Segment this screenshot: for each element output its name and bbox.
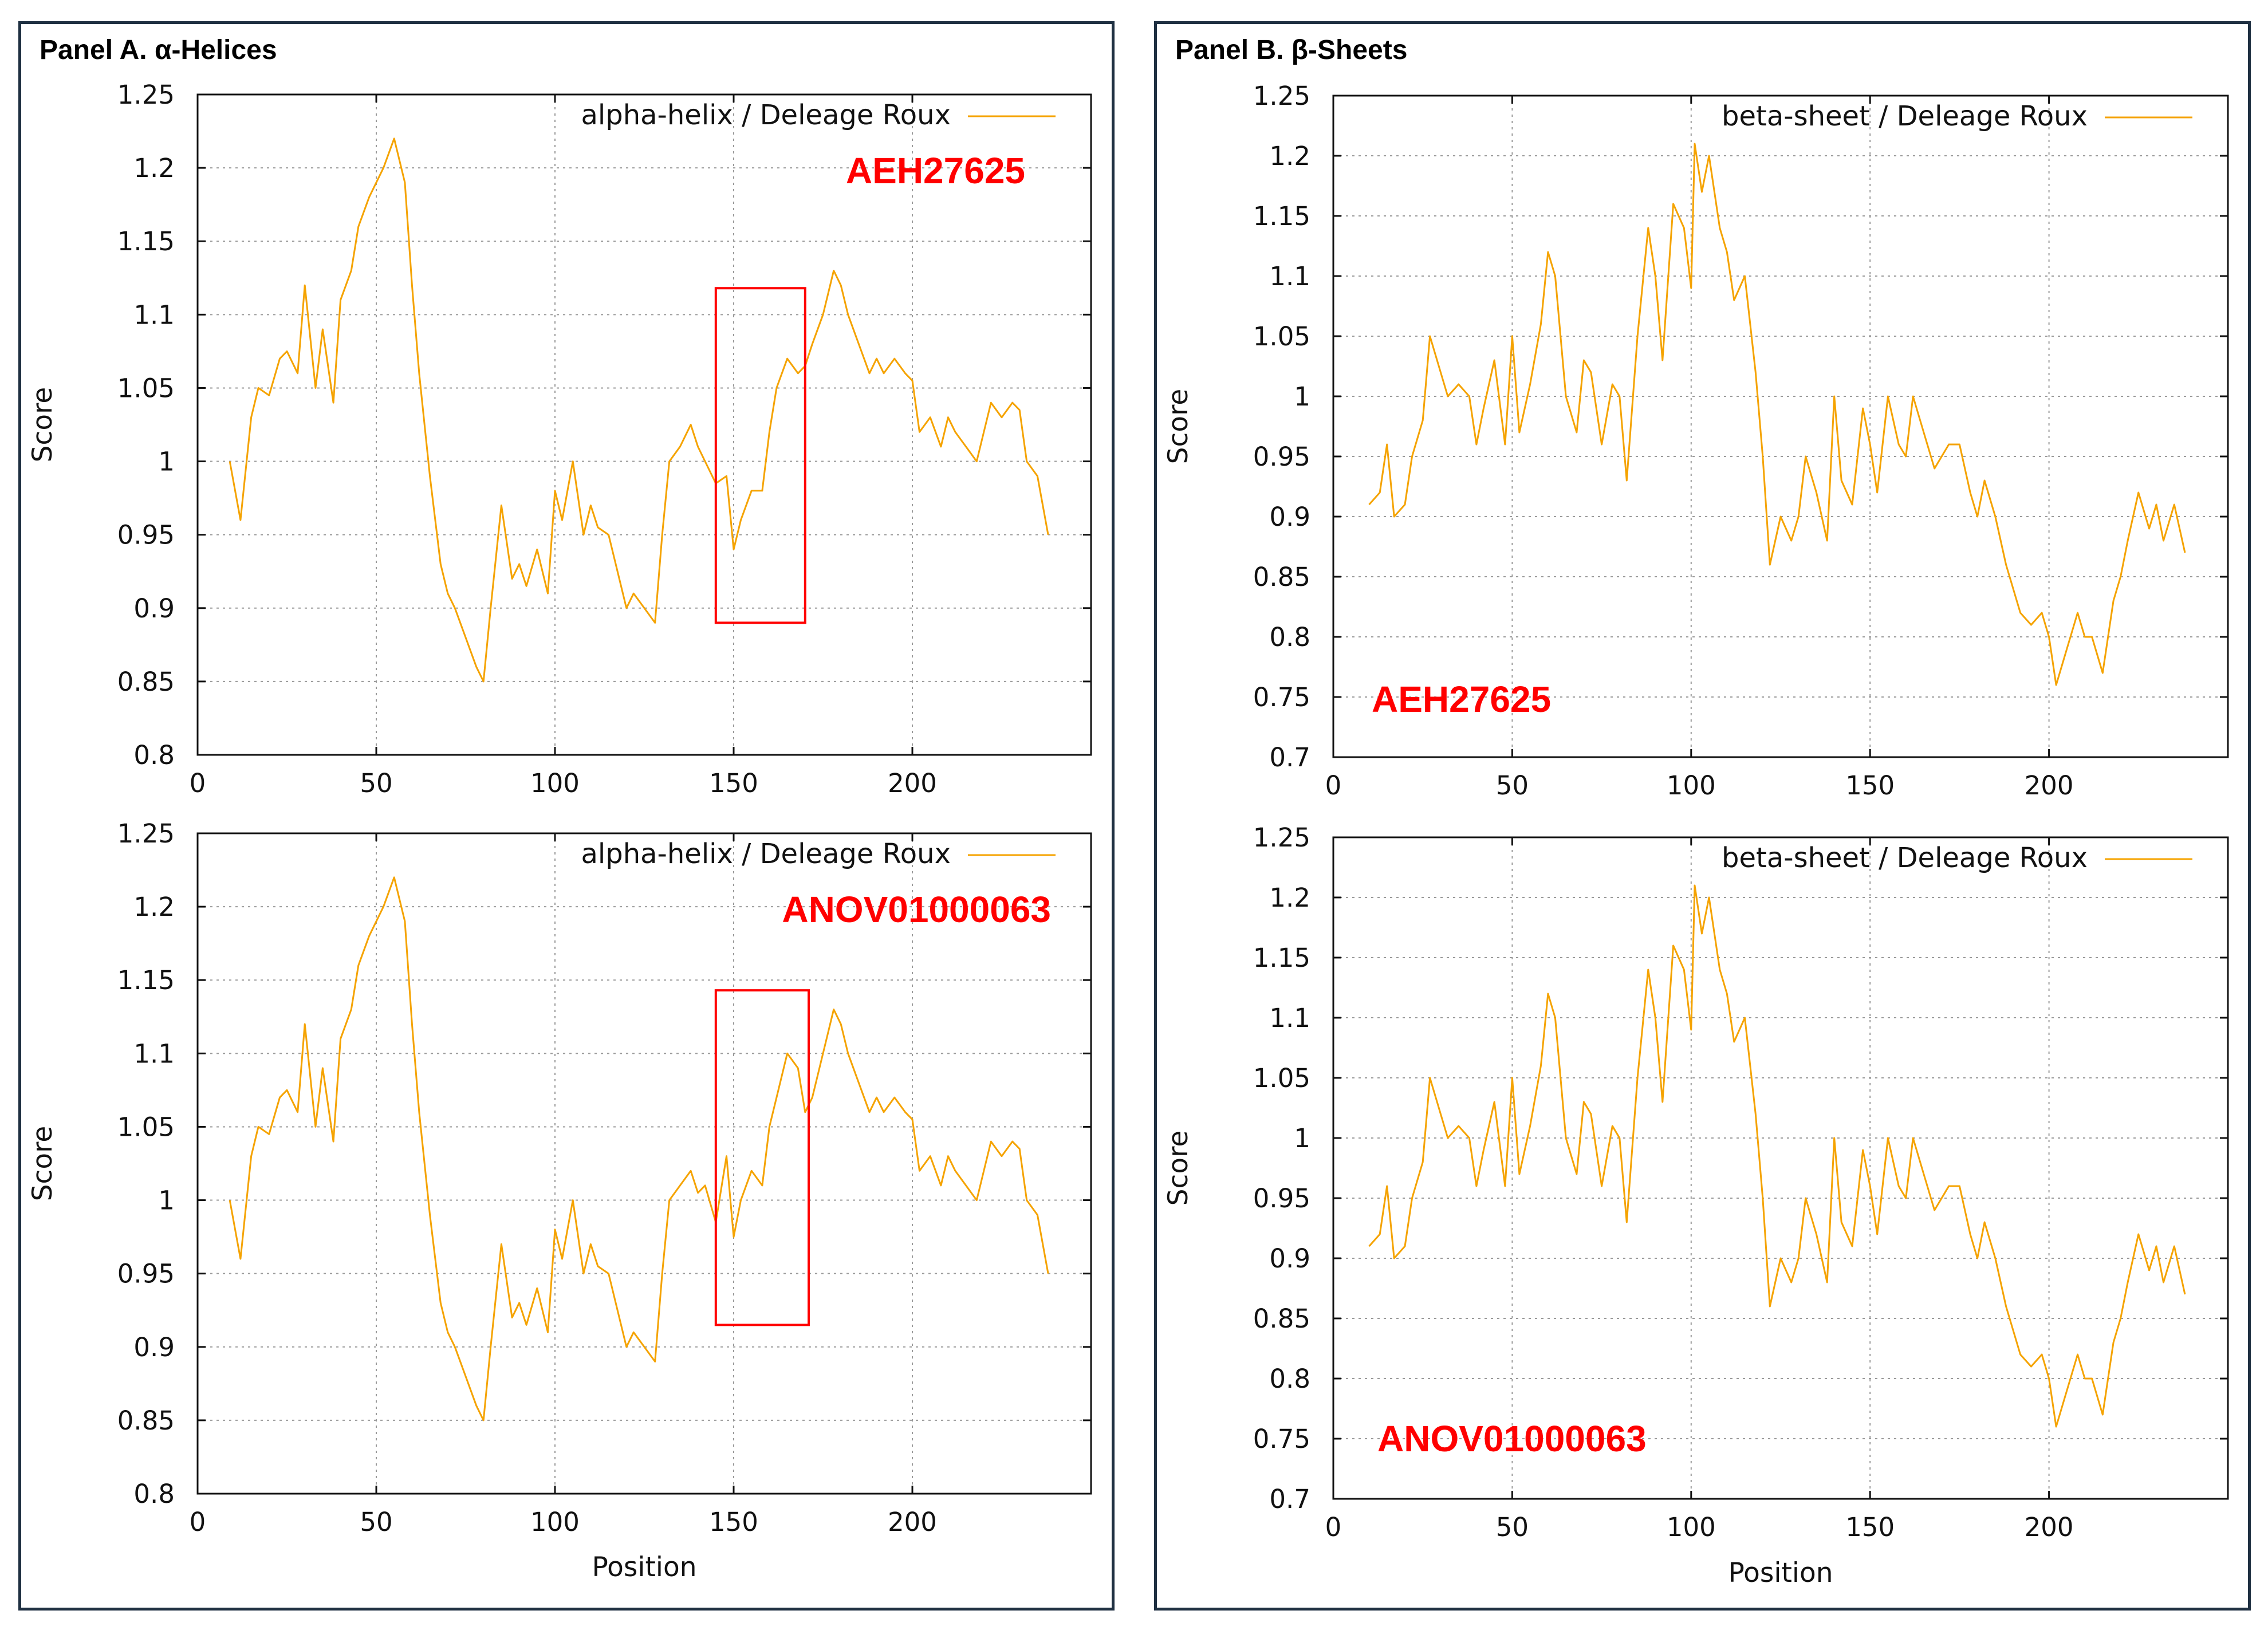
y-tick-label: 1.2 [133,153,175,183]
y-tick-label: 0.8 [133,740,175,770]
x-tick-label: 0 [1325,1512,1342,1542]
y-tick-label: 1 [158,1186,175,1216]
y-tick-label: 1 [1294,381,1310,412]
x-tick-label: 150 [1845,770,1895,801]
accession-label: ANOV01000063 [782,889,1051,930]
y-tick-label: 1.25 [117,818,175,849]
y-tick-label: 0.7 [1269,1484,1310,1514]
y-tick-label: 1.05 [1253,1063,1310,1093]
y-tick-label: 0.9 [133,593,175,624]
y-tick-label: 0.85 [117,1405,175,1436]
panel-b: Panel B. β-Sheets [1154,21,2251,1611]
y-tick-label: 1.05 [117,373,175,403]
y-tick-label: 1.1 [1269,1003,1310,1033]
x-tick-label: 150 [709,768,758,798]
y-tick-label: 1 [1294,1123,1310,1153]
x-tick-label: 100 [1667,1512,1716,1542]
panel-b-title: Panel B. β-Sheets [1175,35,1408,65]
x-tick-label: 200 [2025,1512,2074,1542]
y-tick-label: 1.05 [1253,321,1310,352]
y-axis-label: Score [27,1126,58,1202]
y-tick-label: 0.8 [1269,622,1310,652]
series-line [229,876,1049,1422]
x-tick-label: 150 [1845,1512,1895,1542]
y-tick-label: 1.15 [117,965,175,995]
y-tick-label: 1.15 [1253,201,1310,231]
y-tick-label: 0.8 [1269,1364,1310,1394]
legend-label: beta-sheet / Deleage Roux [1722,842,2088,874]
accession-label: ANOV01000063 [1377,1418,1647,1459]
x-tick-label: 100 [1667,770,1716,801]
series-line [1368,884,2186,1428]
x-tick-label: 200 [888,1507,937,1537]
y-tick-label: 0.85 [1253,562,1310,592]
legend-label: alpha-helix / Deleage Roux [581,99,951,131]
panel-a: Panel A. α-Helices [18,21,1115,1611]
series-line [1368,143,2186,686]
x-tick-label: 0 [190,768,206,798]
y-tick-label: 0.8 [133,1479,175,1509]
x-axis-label: Position [1728,1557,1833,1589]
legend-label: beta-sheet / Deleage Roux [1722,100,2088,132]
y-tick-label: 1.1 [133,1038,175,1069]
x-tick-label: 50 [1496,770,1529,801]
plot-frame [1332,94,2229,758]
y-axis-label: Score [1163,389,1194,464]
y-tick-label: 1.25 [1253,81,1310,111]
y-tick-label: 0.75 [1253,1424,1310,1454]
x-tick-label: 50 [1496,1512,1529,1542]
y-tick-label: 1.25 [117,80,175,110]
x-tick-label: 50 [360,768,392,798]
y-tick-label: 1.2 [133,892,175,922]
accession-label: AEH27625 [846,150,1025,191]
y-tick-label: 0.9 [1269,502,1310,532]
plot-frame [196,832,1092,1495]
y-tick-label: 0.95 [117,520,175,550]
plot-frame [196,93,1092,756]
x-tick-label: 0 [190,1507,206,1537]
x-tick-label: 200 [2025,770,2074,801]
panel-a-title: Panel A. α-Helices [40,35,277,65]
y-tick-label: 0.85 [1253,1304,1310,1334]
y-tick-label: 1.15 [1253,943,1310,973]
y-tick-label: 0.95 [117,1259,175,1289]
y-tick-label: 0.9 [1269,1243,1310,1274]
x-tick-label: 200 [888,768,937,798]
series-line [229,137,1049,683]
y-tick-label: 1.15 [117,226,175,257]
x-tick-label: 100 [530,768,580,798]
y-tick-label: 0.9 [133,1332,175,1363]
y-tick-label: 1.2 [1269,883,1310,913]
y-tick-label: 0.95 [1253,442,1310,472]
legend-label: alpha-helix / Deleage Roux [581,838,951,870]
x-axis-label: Position [592,1552,697,1583]
y-tick-label: 0.95 [1253,1183,1310,1214]
y-tick-label: 0.75 [1253,682,1310,712]
y-tick-label: 1.25 [1253,822,1310,853]
highlight-box [714,287,806,624]
x-tick-label: 150 [709,1507,758,1537]
y-axis-label: Score [1163,1131,1194,1206]
y-axis-label: Score [27,387,58,463]
y-tick-label: 1.1 [133,300,175,330]
plot-frame [1332,836,2229,1500]
y-tick-label: 1.2 [1269,141,1310,171]
accession-label: AEH27625 [1372,679,1551,720]
y-tick-label: 1.1 [1269,261,1310,292]
y-tick-label: 1.05 [117,1112,175,1142]
y-tick-label: 0.85 [117,667,175,697]
x-tick-label: 0 [1325,770,1342,801]
x-tick-label: 100 [530,1507,580,1537]
highlight-box [714,989,810,1326]
x-tick-label: 50 [360,1507,392,1537]
y-tick-label: 0.7 [1269,742,1310,773]
y-tick-label: 1 [158,447,175,477]
